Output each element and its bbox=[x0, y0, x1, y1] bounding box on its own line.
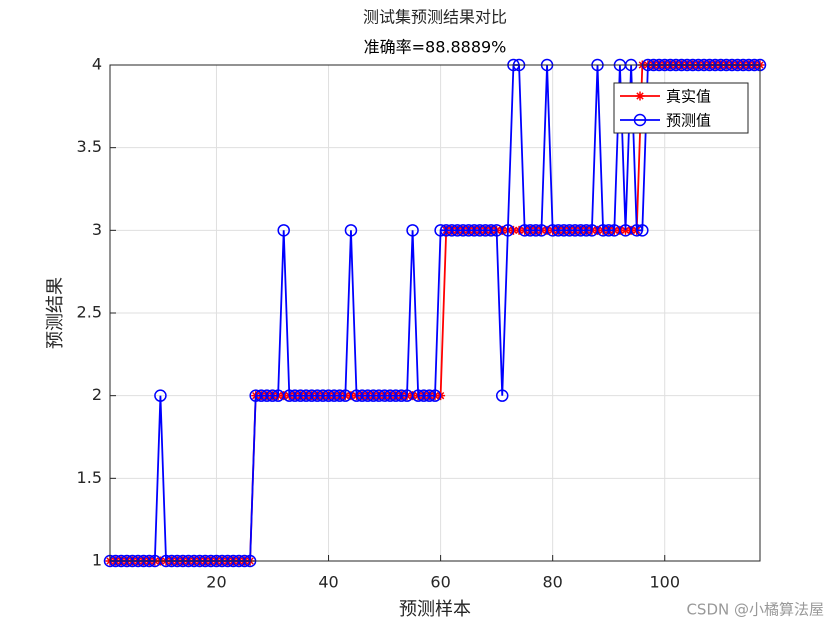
circle-marker bbox=[266, 389, 279, 402]
circle-marker bbox=[395, 389, 408, 402]
x-tick-label: 60 bbox=[430, 573, 450, 592]
legend-label: 预测值 bbox=[666, 112, 711, 130]
axes-box bbox=[109, 64, 761, 562]
chart-title: 测试集预测结果对比 bbox=[363, 8, 507, 27]
circle-marker bbox=[602, 224, 615, 237]
circle-marker bbox=[333, 389, 346, 402]
circle-marker bbox=[636, 224, 649, 237]
circle-marker bbox=[501, 224, 515, 237]
y-tick-label: 3 bbox=[92, 220, 102, 239]
circle-marker bbox=[277, 224, 290, 237]
circle-marker bbox=[344, 224, 358, 237]
legend-label: 真实值 bbox=[666, 88, 711, 106]
watermark: CSDN @小橘算法屋 bbox=[686, 601, 824, 619]
chart-subtitle: 准确率=88.8889% bbox=[364, 38, 507, 57]
circle-marker bbox=[406, 224, 419, 237]
circle-marker bbox=[484, 224, 498, 237]
y-axis-label: 预测结果 bbox=[45, 277, 66, 349]
x-axis-label: 预测样本 bbox=[399, 599, 471, 620]
x-tick-label: 80 bbox=[542, 573, 562, 592]
x-tick-label: 40 bbox=[318, 573, 338, 592]
circle-marker bbox=[630, 224, 643, 237]
x-tick-label: 20 bbox=[206, 573, 226, 592]
circle-marker bbox=[423, 389, 436, 402]
circle-marker bbox=[495, 389, 509, 402]
y-tick-label: 4 bbox=[92, 55, 102, 74]
y-tick-label: 3.5 bbox=[77, 137, 102, 156]
y-tick-label: 2.5 bbox=[77, 303, 102, 322]
circle-marker bbox=[428, 389, 442, 402]
circle-marker bbox=[529, 224, 543, 237]
circle-marker bbox=[580, 224, 593, 237]
circle-marker bbox=[154, 389, 167, 402]
legend-marker bbox=[633, 113, 647, 127]
legend-marker bbox=[635, 91, 645, 101]
y-tick-label: 1 bbox=[92, 551, 102, 570]
x-tick-label: 100 bbox=[649, 573, 680, 592]
y-tick-label: 2 bbox=[92, 385, 102, 404]
y-tick-label: 1.5 bbox=[77, 468, 102, 487]
